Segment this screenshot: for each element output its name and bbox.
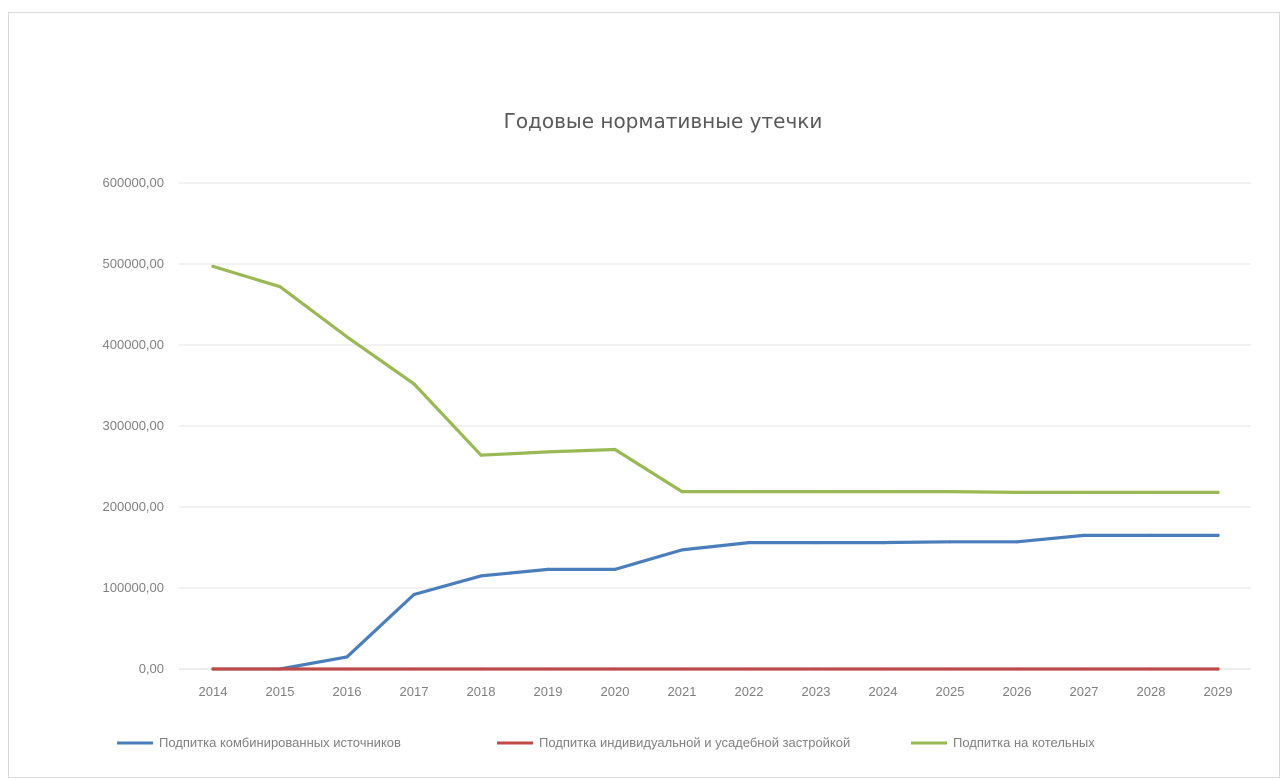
data-point <box>1216 533 1220 537</box>
data-point <box>814 490 818 494</box>
legend-label: Подпитка комбинированных источников <box>159 735 401 750</box>
data-point <box>1216 490 1220 495</box>
data-point <box>680 490 684 494</box>
data-point <box>1216 667 1220 671</box>
data-point <box>479 667 483 671</box>
data-point <box>881 490 885 494</box>
data-point <box>613 667 617 671</box>
x-tick-label: 2029 <box>1204 684 1233 699</box>
x-tick-label: 2019 <box>534 684 563 699</box>
data-point <box>1015 667 1019 671</box>
x-tick-label: 2027 <box>1070 684 1099 699</box>
x-tick-label: 2023 <box>802 684 831 699</box>
x-tick-label: 2025 <box>936 684 965 699</box>
data-point <box>747 541 751 545</box>
data-point <box>546 667 550 671</box>
legend-label: Подпитка индивидуальной и усадебной заст… <box>539 735 850 750</box>
data-point <box>278 667 282 671</box>
chart-title: Годовые нормативные утечки <box>504 109 823 133</box>
data-point <box>345 667 349 671</box>
data-point <box>948 490 952 494</box>
data-point <box>412 382 416 386</box>
data-point <box>278 285 282 289</box>
data-point <box>1149 667 1153 671</box>
data-point <box>546 567 550 571</box>
y-axis-ticks: 0,00 100000,00 200000,00 300000,00 400000,00… <box>103 175 164 676</box>
line-chart: Годовые нормативные утечки 0,00 100000,00… <box>103 109 1251 750</box>
x-tick-label: 2018 <box>467 684 496 699</box>
data-point <box>613 567 617 571</box>
data-point <box>948 540 952 544</box>
data-point <box>747 667 751 671</box>
x-tick-label: 2024 <box>869 684 898 699</box>
series-lines <box>211 264 1220 671</box>
data-point <box>881 541 885 545</box>
data-point <box>747 490 751 494</box>
y-tick-label: 600000,00 <box>103 175 164 190</box>
x-tick-label: 2021 <box>668 684 697 699</box>
data-point <box>680 548 684 552</box>
data-point <box>546 450 550 454</box>
data-point <box>613 447 617 452</box>
data-point <box>1015 540 1019 544</box>
data-point <box>1082 533 1086 537</box>
data-point <box>211 667 215 671</box>
legend-label: Подпитка на котельных <box>953 735 1095 750</box>
data-point <box>211 264 215 269</box>
data-point <box>1149 490 1153 495</box>
data-point <box>948 667 952 671</box>
data-point <box>1149 533 1153 537</box>
x-tick-label: 2015 <box>266 684 295 699</box>
x-tick-label: 2022 <box>735 684 764 699</box>
x-tick-label: 2017 <box>400 684 429 699</box>
y-tick-label: 100000,00 <box>103 580 164 595</box>
x-tick-label: 2026 <box>1003 684 1032 699</box>
data-point <box>814 541 818 545</box>
data-point <box>412 667 416 671</box>
y-tick-label: 400000,00 <box>103 337 164 352</box>
legend: Подпитка комбинированных источников Подпи… <box>117 735 1095 750</box>
x-tick-label: 2028 <box>1137 684 1166 699</box>
data-point <box>814 667 818 671</box>
x-tick-label: 2020 <box>601 684 630 699</box>
y-tick-label: 0,00 <box>139 661 164 676</box>
data-point <box>345 335 349 339</box>
y-tick-label: 200000,00 <box>103 499 164 514</box>
x-tick-label: 2016 <box>333 684 362 699</box>
data-point <box>1082 490 1086 495</box>
data-point <box>479 453 483 457</box>
x-axis-ticks: 2014 2015 2016 2017 2018 2019 2020 2021 2022 2023… <box>199 684 1233 699</box>
y-tick-label: 300000,00 <box>103 418 164 433</box>
data-point <box>1015 490 1019 495</box>
data-point <box>680 667 684 671</box>
data-point <box>345 655 349 659</box>
x-tick-label: 2014 <box>199 684 228 699</box>
series-line-2 <box>211 264 1220 494</box>
data-point <box>412 592 416 597</box>
data-point <box>479 574 483 578</box>
chart-frame: Годовые нормативные утечки 0,00 100000,00… <box>8 12 1280 778</box>
series-line-0 <box>211 533 1220 671</box>
y-tick-label: 500000,00 <box>103 256 164 271</box>
data-point <box>1082 667 1086 671</box>
gridlines <box>179 182 1251 670</box>
data-point <box>881 667 885 671</box>
